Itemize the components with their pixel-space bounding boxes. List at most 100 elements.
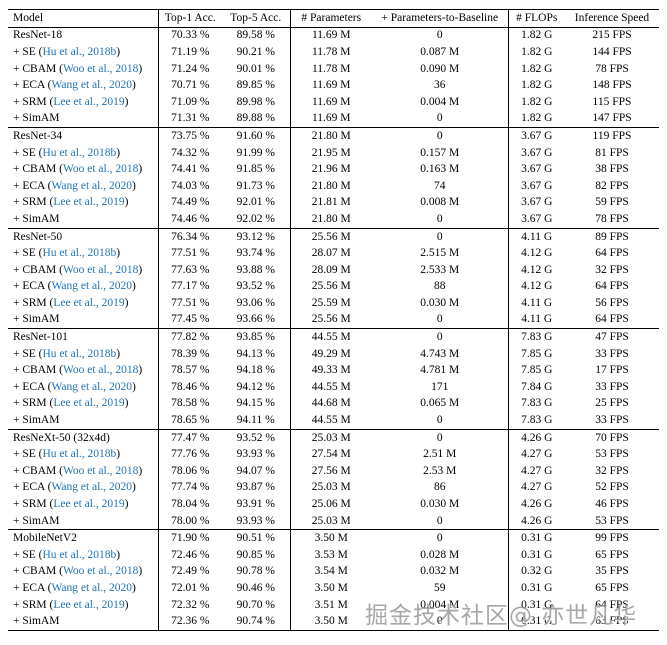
value-cell: 49.33 M — [311, 364, 351, 377]
value-cell: 0 — [372, 27, 509, 45]
citation-link[interactable]: Lee et al., 2019 — [53, 95, 125, 108]
citation-link[interactable]: Lee et al., 2019 — [53, 498, 125, 511]
value-cell: 1.82 G — [521, 112, 553, 125]
block-resnet18: ResNet-18 70.33 % 89.58 % 11.69 M 0 1.82 G 215… — [8, 27, 659, 128]
table-row: + SE (Hu et al., 2018b) 71.19 % 90.21 % 11.… — [8, 44, 659, 61]
citation-link[interactable]: Wang et al., 2020 — [51, 280, 132, 293]
model-cell: + SimAM — [8, 110, 159, 128]
value-cell: 3.67 G — [521, 196, 553, 209]
value-cell: 4.743 M — [372, 345, 509, 363]
value-cell: 0 — [372, 429, 509, 447]
citation-link[interactable]: Hu et al., 2018b — [42, 45, 117, 58]
value-cell: 53 FPS — [595, 448, 629, 461]
value-cell: 2.53 M — [372, 463, 509, 480]
value-cell: 0.163 M — [372, 161, 509, 178]
value-cell: 32 FPS — [595, 464, 629, 477]
value-cell: 0 — [372, 529, 509, 547]
model-cell: + SE (Hu et al., 2018b) — [8, 547, 159, 564]
citation-link[interactable]: Woo et al., 2018 — [62, 163, 139, 176]
value-cell: 35 FPS — [595, 565, 629, 578]
value-cell: 93.66 % — [222, 311, 291, 329]
value-cell: 32 FPS — [595, 263, 629, 276]
value-cell: 77.63 % — [171, 263, 210, 276]
table-row: ResNet-34 73.75 % 91.60 % 21.80 M 0 3.67 G 119… — [8, 127, 659, 145]
table-row: + SRM (Lee et al., 2019) 77.51 % 93.06 % 25… — [8, 295, 659, 312]
value-cell: 44.55 M — [311, 380, 351, 393]
model-cell: + SRM (Lee et al., 2019) — [8, 93, 159, 111]
citation-link[interactable]: Hu et al., 2018b — [42, 548, 117, 561]
value-cell: 78.00 % — [171, 514, 210, 527]
value-cell: 90.46 % — [222, 580, 291, 597]
table-row: + SimAM 71.31 % 89.88 % 11.69 M 0 1.82 G 147 F… — [8, 110, 659, 128]
value-cell: 0 — [372, 613, 509, 631]
citation-link[interactable]: Woo et al., 2018 — [62, 464, 139, 477]
value-cell: 11.69 M — [311, 95, 351, 108]
table-row: + ECA (Wang et al., 2020) 72.01 % 90.46 % 3… — [8, 580, 659, 597]
value-cell: 91.85 % — [222, 161, 291, 178]
value-cell: 7.85 G — [521, 364, 553, 377]
table-row: + SimAM 74.46 % 92.02 % 21.80 M 0 3.67 G 78 FP… — [8, 211, 659, 229]
value-cell: 0.31 G — [521, 548, 553, 561]
value-cell: 90.85 % — [222, 547, 291, 564]
citation-link[interactable]: Hu et al., 2018b — [42, 146, 117, 159]
value-cell: 77.51 % — [171, 247, 210, 260]
citation-link[interactable]: Hu et al., 2018b — [42, 448, 117, 461]
value-cell: 3.67 G — [521, 146, 553, 159]
citation-link[interactable]: Hu et al., 2018b — [42, 347, 117, 360]
table-row: + SE (Hu et al., 2018b) 74.32 % 91.99 % 21.… — [8, 144, 659, 162]
value-cell: 86 — [372, 479, 509, 497]
value-cell: 0.090 M — [372, 60, 509, 78]
citation-link[interactable]: Lee et al., 2019 — [53, 296, 125, 309]
value-cell: 77.51 % — [171, 296, 210, 309]
table-row: + SE (Hu et al., 2018b) 78.39 % 94.13 % 49.… — [8, 345, 659, 363]
table-row: + SimAM 77.45 % 93.66 % 25.56 M 0 4.11 G 64 FP… — [8, 311, 659, 329]
value-cell: 4.11 G — [521, 313, 553, 326]
value-cell: 74.32 % — [171, 146, 210, 159]
citation-link[interactable]: Woo et al., 2018 — [62, 263, 139, 276]
model-cell: + SRM (Lee et al., 2019) — [8, 395, 159, 413]
value-cell: 74 — [372, 177, 509, 195]
value-cell: 0.030 M — [372, 496, 509, 513]
table-row: + ECA (Wang et al., 2020) 78.46 % 94.12 % 4… — [8, 379, 659, 396]
value-cell: 7.84 G — [521, 380, 553, 393]
citation-link[interactable]: Wang et al., 2020 — [51, 380, 132, 393]
citation-link[interactable]: Wang et al., 2020 — [51, 79, 132, 92]
model-cell: ResNet-34 — [8, 127, 159, 145]
citation-link[interactable]: Hu et al., 2018b — [42, 247, 117, 260]
model-cell: + ECA (Wang et al., 2020) — [8, 278, 159, 296]
block-resnet34: ResNet-34 73.75 % 91.60 % 21.80 M 0 3.67 G 119… — [8, 127, 659, 229]
value-cell: 52 FPS — [595, 481, 629, 494]
value-cell: 0.028 M — [372, 547, 509, 564]
citation-link[interactable]: Wang et al., 2020 — [51, 179, 132, 192]
citation-link[interactable]: Wang et al., 2020 — [51, 481, 132, 494]
value-cell: 77.82 % — [171, 331, 210, 344]
table-row: ResNet-101 77.82 % 93.85 % 44.55 M 0 7.83 G 47… — [8, 328, 659, 346]
value-cell: 21.80 M — [311, 129, 351, 142]
value-cell: 119 FPS — [592, 129, 632, 142]
value-cell: 78.06 % — [171, 464, 210, 477]
citation-link[interactable]: Lee et al., 2019 — [53, 598, 125, 611]
value-cell: 93.06 % — [222, 295, 291, 312]
citation-link[interactable]: Woo et al., 2018 — [62, 565, 139, 578]
value-cell: 89.85 % — [222, 77, 291, 94]
value-cell: 27.54 M — [311, 448, 351, 461]
value-cell: 7.83 G — [521, 397, 553, 410]
value-cell: 0 — [372, 512, 509, 530]
citation-link[interactable]: Woo et al., 2018 — [62, 62, 139, 75]
table-row: ResNet-50 76.34 % 93.12 % 25.56 M 0 4.11 G 89 … — [8, 228, 659, 246]
value-cell: 64 FPS — [595, 598, 629, 611]
value-cell: 3.67 G — [521, 179, 553, 192]
citation-link[interactable]: Woo et al., 2018 — [62, 364, 139, 377]
value-cell: 90.78 % — [222, 563, 291, 581]
citation-link[interactable]: Lee et al., 2019 — [53, 397, 125, 410]
model-cell: + SRM (Lee et al., 2019) — [8, 596, 159, 614]
citation-link[interactable]: Lee et al., 2019 — [53, 196, 125, 209]
value-cell: 21.95 M — [311, 146, 351, 159]
value-cell: 0.032 M — [372, 563, 509, 581]
value-cell: 21.81 M — [311, 196, 351, 209]
model-cell: + SRM (Lee et al., 2019) — [8, 295, 159, 312]
value-cell: 65 FPS — [595, 548, 629, 561]
value-cell: 93.93 % — [222, 446, 291, 464]
citation-link[interactable]: Wang et al., 2020 — [51, 581, 132, 594]
value-cell: 65 FPS — [595, 581, 629, 594]
